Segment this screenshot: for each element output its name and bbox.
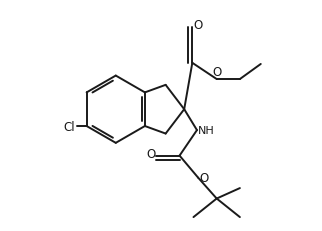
Text: Cl: Cl [63,120,75,133]
Text: O: O [146,147,155,160]
Text: O: O [199,171,209,184]
Text: O: O [212,66,221,79]
Text: O: O [194,19,203,32]
Text: NH: NH [197,125,214,136]
